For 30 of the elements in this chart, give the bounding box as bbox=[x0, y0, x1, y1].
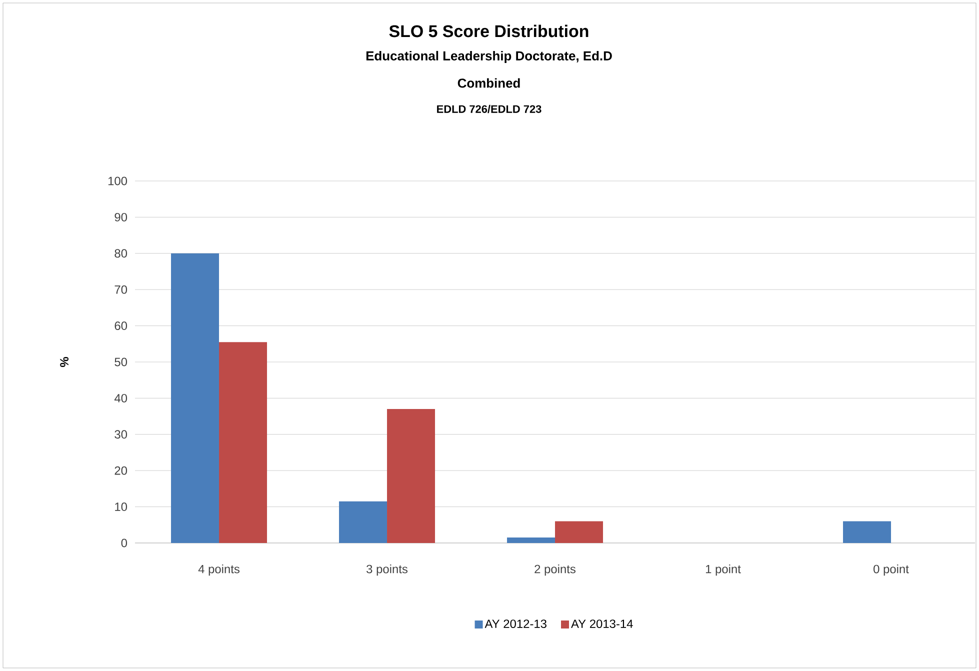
y-tick-label: 30 bbox=[114, 430, 128, 439]
bar bbox=[219, 342, 268, 543]
legend-label: AY 2013-14 bbox=[571, 620, 633, 628]
bar bbox=[387, 409, 436, 543]
chart-title: SLO 5 Score Distribution bbox=[389, 24, 588, 38]
y-tick-label: 70 bbox=[114, 285, 128, 294]
legend-label: AY 2012-13 bbox=[484, 620, 546, 628]
y-tick-label: 10 bbox=[115, 502, 128, 512]
bar bbox=[843, 521, 892, 543]
x-tick-label: 4 points bbox=[198, 564, 240, 576]
bar bbox=[507, 538, 556, 543]
y-tick-label: 90 bbox=[114, 212, 128, 222]
bar bbox=[555, 521, 604, 543]
x-tick-label: 2 points bbox=[534, 564, 576, 576]
text: Combined bbox=[458, 78, 520, 88]
x-tick-label: 3 points bbox=[366, 564, 408, 576]
y-tick-label: 60 bbox=[114, 322, 128, 330]
x-tick-label: 0 point bbox=[874, 564, 909, 576]
text: EDLD 726/EDLD 723 bbox=[437, 104, 542, 114]
y-axis-title: % bbox=[60, 356, 68, 368]
y-tick-label: 0 bbox=[121, 538, 128, 548]
bar bbox=[171, 253, 220, 543]
y-tick-label: 100 bbox=[108, 176, 128, 186]
chart-subtitle: Educational Leadership Doctorate, Ed.D bbox=[366, 50, 612, 64]
y-tick-label: 20 bbox=[114, 466, 128, 475]
y-tick-label: 40 bbox=[114, 394, 128, 402]
y-tick-label: 80 bbox=[114, 249, 128, 258]
y-tick-label: 50 bbox=[114, 358, 128, 366]
bar bbox=[339, 501, 388, 543]
x-tick-label: 1 point bbox=[706, 564, 741, 576]
